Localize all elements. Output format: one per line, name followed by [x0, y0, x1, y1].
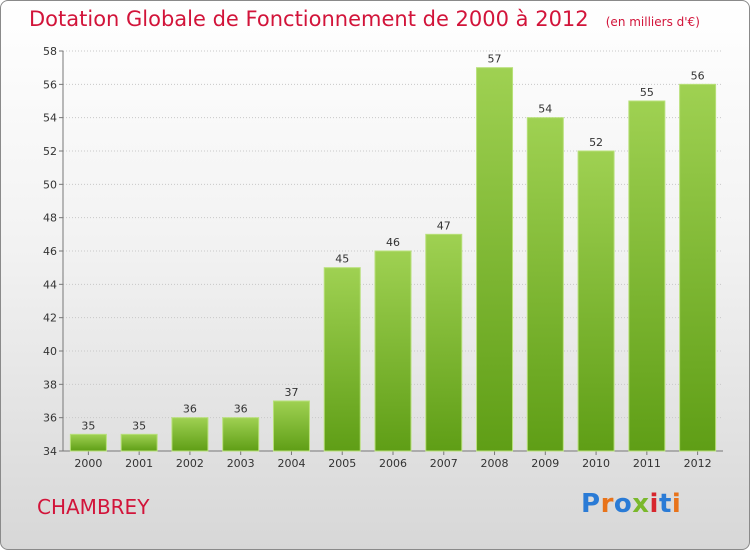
y-tick-label: 44 [43, 278, 57, 291]
proxiti-logo[interactable]: Proxiti [581, 489, 681, 519]
x-tick-label-2004: 2004 [277, 457, 305, 470]
bar-2000 [69, 433, 107, 452]
logo-letter: i [649, 489, 659, 519]
bar-2009 [526, 117, 564, 452]
bar-2011 [628, 100, 666, 452]
value-label-2000: 35 [81, 419, 95, 432]
labels: 35 35 36 36 37 45 46 47 57 54 52 55 56 [81, 53, 704, 433]
bar-2010 [577, 150, 615, 452]
x-tick-label-2003: 2003 [227, 457, 255, 470]
value-label-2012: 56 [691, 69, 705, 82]
y-tick-label: 34 [43, 445, 57, 458]
logo-letter: t [658, 489, 672, 519]
bar-2002 [171, 417, 209, 452]
value-label-2010: 52 [589, 136, 603, 149]
bar-2001 [120, 433, 158, 452]
value-label-2009: 54 [538, 103, 552, 116]
y-tick-label: 36 [43, 412, 57, 425]
chart-subtitle: (en milliers d'€) [605, 15, 700, 29]
logo-letter: P [581, 489, 601, 519]
bar-2012 [679, 83, 717, 452]
x-tick-label-2008: 2008 [481, 457, 509, 470]
x-tick-label-2000: 2000 [74, 457, 102, 470]
x-tick-label-2007: 2007 [430, 457, 458, 470]
bar-2008 [476, 67, 514, 452]
y-tick-label: 46 [43, 245, 57, 258]
bar-2006 [374, 250, 412, 452]
y-tick-label: 56 [43, 78, 57, 91]
value-label-2002: 36 [183, 403, 197, 416]
x-tick-label-2005: 2005 [328, 457, 356, 470]
logo-letter: r [600, 489, 614, 519]
value-label-2005: 45 [335, 253, 349, 266]
logo-letter: o [613, 489, 633, 519]
logo-letter: i [671, 489, 682, 519]
x-tick-label-2010: 2010 [582, 457, 610, 470]
bar-2004 [272, 400, 310, 452]
x-tick-label-2011: 2011 [633, 457, 661, 470]
value-label-2011: 55 [640, 86, 654, 99]
chart-title: Dotation Globale de Fonctionnement de 20… [29, 7, 589, 31]
value-label-2008: 57 [488, 53, 502, 66]
logo-letter: x [632, 489, 650, 519]
x-tick-label-2006: 2006 [379, 457, 407, 470]
bar-2003 [222, 417, 260, 452]
y-tick-label: 40 [43, 345, 57, 358]
y-tick-label: 42 [43, 312, 57, 325]
bar-2005 [323, 267, 361, 452]
x-tick-label-2009: 2009 [531, 457, 559, 470]
bar-2007 [425, 233, 463, 452]
value-label-2001: 35 [132, 419, 146, 432]
y-tick-label: 50 [43, 178, 57, 191]
y-tick-label: 52 [43, 145, 57, 158]
x-tick-label-2002: 2002 [176, 457, 204, 470]
y-tick-label: 38 [43, 378, 57, 391]
x-tick-label-2001: 2001 [125, 457, 153, 470]
value-label-2007: 47 [437, 219, 451, 232]
bars [69, 67, 717, 452]
value-label-2004: 37 [284, 386, 298, 399]
commune-name: CHAMBREY [37, 495, 150, 519]
value-label-2006: 46 [386, 236, 400, 249]
y-tick-label: 58 [43, 45, 57, 58]
value-label-2003: 36 [234, 403, 248, 416]
title-row: Dotation Globale de Fonctionnement de 20… [29, 7, 700, 31]
y-tick-label: 48 [43, 212, 57, 225]
y-tick-label: 54 [43, 112, 57, 125]
x-tick-label-2012: 2012 [684, 457, 712, 470]
